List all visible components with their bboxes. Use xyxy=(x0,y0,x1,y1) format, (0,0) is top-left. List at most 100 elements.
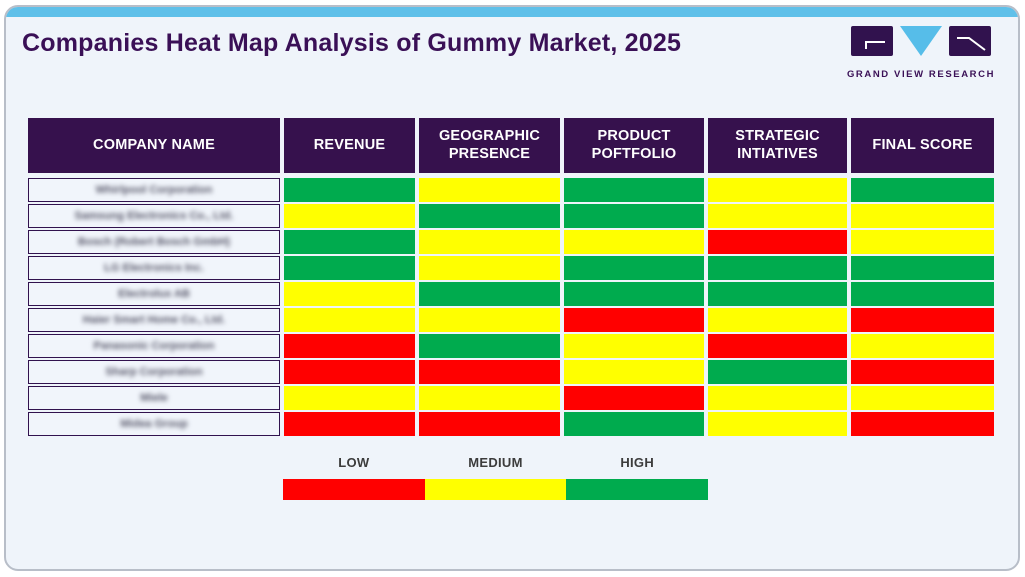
rating-cell-high xyxy=(284,178,415,202)
company-name-text: Sharp Corporation xyxy=(105,366,203,378)
legend-label-high: HIGH xyxy=(620,455,655,470)
legend-swatch-medium xyxy=(424,479,567,500)
table-row: Haier Smart Home Co., Ltd. xyxy=(28,308,1000,332)
company-name-cell: Miele xyxy=(28,386,280,410)
company-name-text: LG Electronics Inc. xyxy=(104,262,204,274)
rating-cell-high xyxy=(564,204,704,228)
rating-cell-medium xyxy=(284,204,415,228)
rating-cell-low xyxy=(419,412,560,436)
rating-cell-medium xyxy=(708,386,847,410)
header-strategic-initiatives: STRATEGIC INTIATIVES xyxy=(708,118,847,173)
table-row: Samsung Electronics Co., Ltd. xyxy=(28,204,1000,228)
rating-cell-high xyxy=(708,282,847,306)
rating-cell-high xyxy=(564,412,704,436)
rating-cell-medium xyxy=(284,386,415,410)
company-name-text: Haier Smart Home Co., Ltd. xyxy=(82,314,226,326)
rating-cell-medium xyxy=(564,230,704,254)
legend-label-medium: MEDIUM xyxy=(468,455,523,470)
table-body: Whirlpool Corporation Samsung Electronics… xyxy=(28,178,1000,436)
rating-cell-high xyxy=(851,256,994,280)
rating-cell-high xyxy=(564,256,704,280)
rating-cell-high xyxy=(419,204,560,228)
rating-cell-low xyxy=(708,334,847,358)
rating-cell-low xyxy=(284,334,415,358)
rating-cell-low xyxy=(708,230,847,254)
rating-cell-medium xyxy=(419,386,560,410)
company-name-cell: Whirlpool Corporation xyxy=(28,178,280,202)
rating-cell-low xyxy=(564,386,704,410)
table-row: Electrolux AB xyxy=(28,282,1000,306)
rating-cell-medium xyxy=(851,386,994,410)
page-title: Companies Heat Map Analysis of Gummy Mar… xyxy=(22,29,682,57)
rating-cell-high xyxy=(419,282,560,306)
company-name-cell: LG Electronics Inc. xyxy=(28,256,280,280)
company-name-cell: Sharp Corporation xyxy=(28,360,280,384)
gvr-logo: GRAND VIEW RESEARCH xyxy=(846,24,996,80)
rating-cell-medium xyxy=(564,360,704,384)
rating-cell-medium xyxy=(419,308,560,332)
rating-cell-high xyxy=(284,230,415,254)
rating-cell-low xyxy=(851,360,994,384)
table-row: Panasonic Corporation xyxy=(28,334,1000,358)
rating-cell-low xyxy=(419,360,560,384)
company-name-text: Bosch (Robert Bosch GmbH) xyxy=(77,236,231,248)
legend-label-low: LOW xyxy=(338,455,370,470)
rating-cell-low xyxy=(284,360,415,384)
company-name-cell: Midea Group xyxy=(28,412,280,436)
rating-cell-medium xyxy=(708,204,847,228)
company-name-text: Electrolux AB xyxy=(118,288,190,300)
company-name-text: Samsung Electronics Co., Ltd. xyxy=(74,210,234,222)
rating-cell-medium xyxy=(419,230,560,254)
table-row: Sharp Corporation xyxy=(28,360,1000,384)
report-card: Companies Heat Map Analysis of Gummy Mar… xyxy=(4,5,1020,571)
company-name-cell: Haier Smart Home Co., Ltd. xyxy=(28,308,280,332)
rating-cell-medium xyxy=(564,334,704,358)
rating-cell-high xyxy=(851,282,994,306)
header-revenue: REVENUE xyxy=(284,118,415,173)
rating-cell-low xyxy=(851,412,994,436)
table-row: Midea Group xyxy=(28,412,1000,436)
table-row: Whirlpool Corporation xyxy=(28,178,1000,202)
rating-cell-medium xyxy=(851,204,994,228)
rating-cell-high xyxy=(564,282,704,306)
company-name-cell: Bosch (Robert Bosch GmbH) xyxy=(28,230,280,254)
rating-cell-low xyxy=(284,412,415,436)
legend-swatch-low xyxy=(283,479,425,500)
legend-labels: LOW MEDIUM HIGH xyxy=(283,455,708,470)
header-final-score: FINAL SCORE xyxy=(851,118,994,173)
company-name-text: Panasonic Corporation xyxy=(93,340,215,352)
rating-cell-high xyxy=(284,256,415,280)
rating-cell-medium xyxy=(708,412,847,436)
table-row: Miele xyxy=(28,386,1000,410)
company-name-cell: Samsung Electronics Co., Ltd. xyxy=(28,204,280,228)
rating-cell-high xyxy=(708,256,847,280)
rating-cell-medium xyxy=(851,334,994,358)
rating-cell-high xyxy=(851,178,994,202)
company-name-text: Midea Group xyxy=(120,418,188,430)
legend-bar xyxy=(283,479,708,500)
rating-cell-low xyxy=(564,308,704,332)
rating-cell-medium xyxy=(419,256,560,280)
rating-cell-medium xyxy=(419,178,560,202)
gvr-logo-text: GRAND VIEW RESEARCH xyxy=(846,69,996,80)
rating-cell-medium xyxy=(708,308,847,332)
rating-cell-high xyxy=(708,360,847,384)
company-name-text: Whirlpool Corporation xyxy=(95,184,213,196)
header-product-portfolio: PRODUCT POFTFOLIO xyxy=(564,118,704,173)
legend-swatch-high xyxy=(566,479,708,500)
header-geographic-presence: GEOGRAPHIC PRESENCE xyxy=(419,118,560,173)
table-row: LG Electronics Inc. xyxy=(28,256,1000,280)
company-name-cell: Panasonic Corporation xyxy=(28,334,280,358)
rating-cell-high xyxy=(419,334,560,358)
rating-cell-high xyxy=(564,178,704,202)
company-name-text: Miele xyxy=(140,392,168,404)
rating-cell-medium xyxy=(284,282,415,306)
table-header-row: COMPANY NAME REVENUE GEOGRAPHIC PRESENCE… xyxy=(28,118,1000,173)
table-row: Bosch (Robert Bosch GmbH) xyxy=(28,230,1000,254)
header-company-name: COMPANY NAME xyxy=(28,118,280,173)
legend: LOW MEDIUM HIGH xyxy=(283,455,708,500)
rating-cell-medium xyxy=(284,308,415,332)
rating-cell-low xyxy=(851,308,994,332)
gvr-logo-icon xyxy=(851,26,991,56)
company-name-cell: Electrolux AB xyxy=(28,282,280,306)
